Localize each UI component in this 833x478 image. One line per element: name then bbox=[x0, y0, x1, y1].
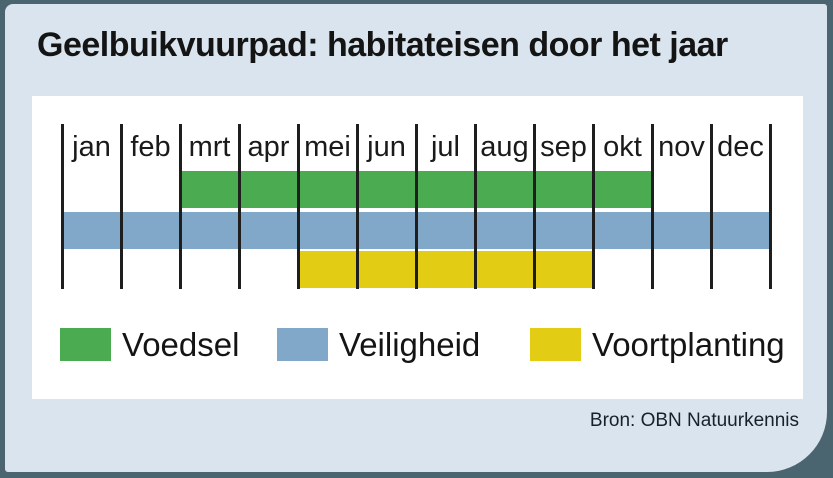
legend-item-voedsel: Voedsel bbox=[60, 328, 239, 361]
month-label-dec: dec bbox=[717, 131, 764, 163]
legend-swatch-voedsel bbox=[60, 328, 111, 361]
source-credit: Bron: OBN Natuurkennis bbox=[589, 410, 799, 431]
month-grid-line bbox=[709, 124, 713, 289]
month-label-jun: jun bbox=[367, 131, 406, 163]
month-label-nov: nov bbox=[658, 131, 705, 163]
month-label-mei: mei bbox=[304, 131, 351, 163]
month-grid-line bbox=[355, 124, 359, 289]
month-grid-line bbox=[119, 124, 123, 289]
month-grid-line bbox=[178, 124, 182, 289]
bar-voortplanting bbox=[298, 251, 593, 288]
legend-swatch-veiligheid bbox=[277, 328, 328, 361]
month-grid-line bbox=[591, 124, 595, 289]
month-grid-line bbox=[237, 124, 241, 289]
month-label-jan: jan bbox=[72, 131, 111, 163]
month-label-sep: sep bbox=[540, 131, 587, 163]
month-label-mrt: mrt bbox=[188, 131, 231, 163]
legend-item-veiligheid: Veiligheid bbox=[277, 328, 480, 361]
month-grid-line bbox=[473, 124, 477, 289]
month-grid-line bbox=[650, 124, 654, 289]
month-grid-line bbox=[768, 124, 772, 289]
legend-swatch-voortplanting bbox=[530, 328, 581, 361]
month-grid-line bbox=[414, 124, 418, 289]
chart-panel: Voedsel Veiligheid Voortplanting jan feb mrt… bbox=[32, 96, 803, 399]
month-label-feb: feb bbox=[130, 131, 171, 163]
legend-label-voortplanting: Voortplanting bbox=[592, 326, 785, 363]
infographic-card: Geelbuikvuurpad: habitateisen door het j… bbox=[5, 4, 827, 472]
month-label-okt: okt bbox=[603, 131, 642, 163]
month-label-jul: jul bbox=[430, 131, 460, 163]
month-label-apr: apr bbox=[247, 131, 290, 163]
month-grid-line bbox=[60, 124, 64, 289]
page-title: Geelbuikvuurpad: habitateisen door het j… bbox=[37, 26, 728, 64]
legend-label-veiligheid: Veiligheid bbox=[339, 326, 481, 363]
legend-label-voedsel: Voedsel bbox=[122, 326, 240, 363]
month-grid-line bbox=[296, 124, 300, 289]
month-label-aug: aug bbox=[480, 131, 529, 163]
month-grid-line bbox=[532, 124, 536, 289]
legend-item-voortplanting: Voortplanting bbox=[530, 328, 785, 361]
chart-legend: Voedsel Veiligheid Voortplanting bbox=[32, 328, 803, 368]
